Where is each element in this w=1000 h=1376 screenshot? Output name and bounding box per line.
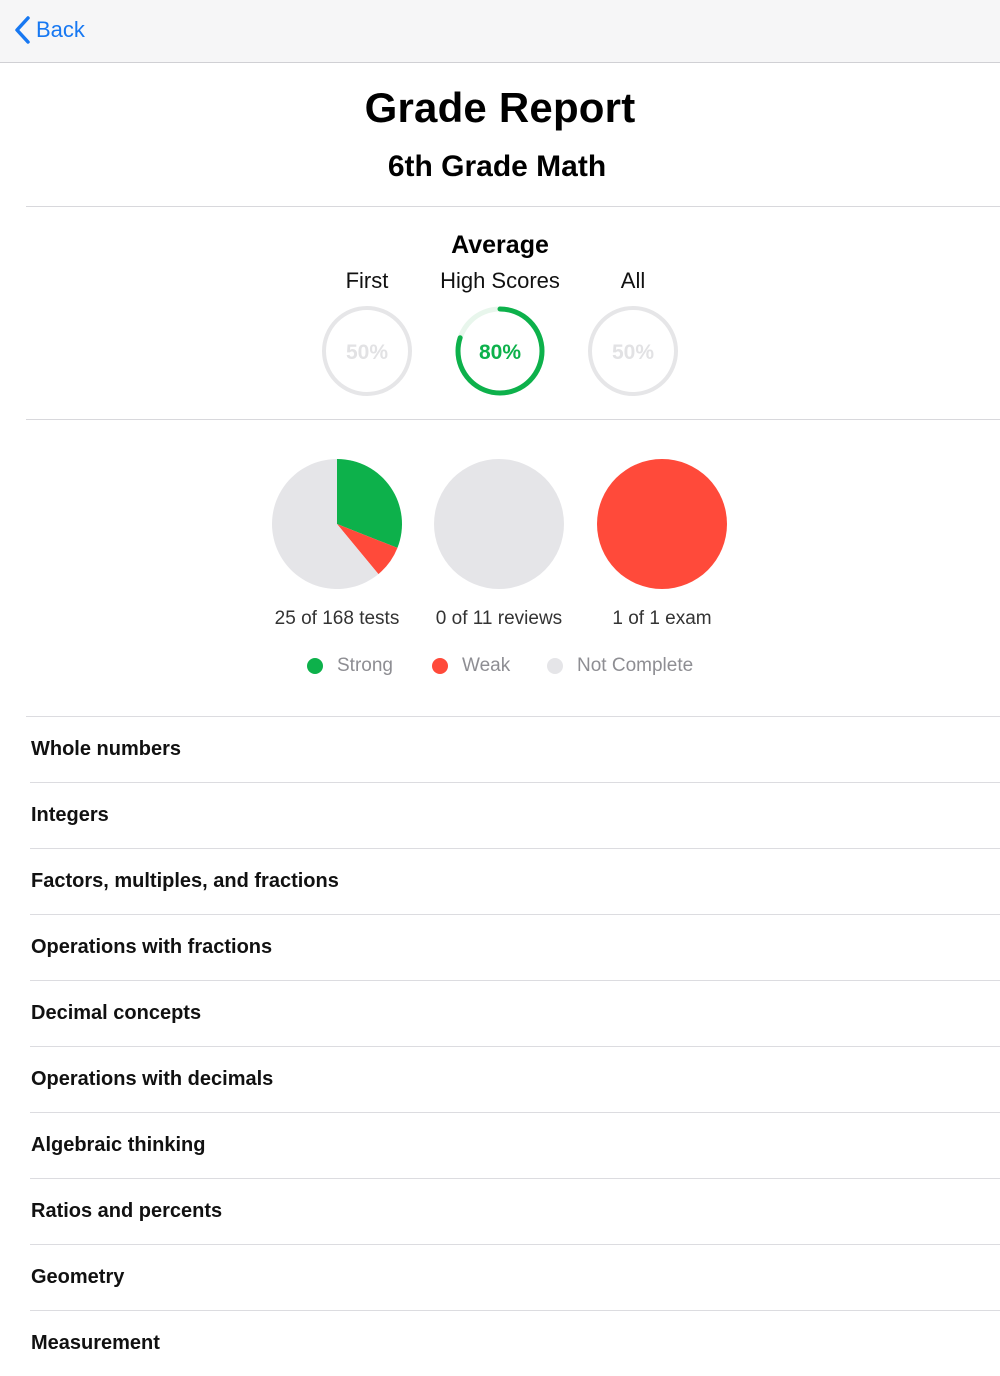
page-title: Grade Report xyxy=(364,84,636,131)
list-item-label: Ratios and percents xyxy=(31,1200,223,1222)
pie-caption-reviews: 0 of 11 reviews xyxy=(435,608,563,629)
topic-list: Whole numbers Integers Factors, multiple… xyxy=(0,716,1000,1376)
legend-strong: Strong xyxy=(307,654,393,678)
list-item[interactable]: Geometry xyxy=(30,1244,1000,1310)
ring-value: 50% xyxy=(346,341,388,364)
list-item-label: Factors, multiples, and fractions xyxy=(31,870,339,892)
pie-charts xyxy=(271,459,727,589)
ring-value: 80% xyxy=(479,341,521,364)
ring-value: 50% xyxy=(612,341,654,364)
list-item[interactable]: Ratios and percents xyxy=(30,1178,1000,1244)
list-item[interactable]: Whole numbers xyxy=(26,716,1000,782)
pie-slice-not-complete xyxy=(271,459,379,589)
average-heading: Average xyxy=(451,231,549,259)
chevron-left-icon xyxy=(15,16,30,44)
list-item-label: Measurement xyxy=(31,1332,160,1354)
page-subtitle: 6th Grade Math xyxy=(387,150,607,183)
average-all[interactable]: All 50% xyxy=(563,266,703,398)
ring-label: All xyxy=(620,268,646,293)
ring-label: High Scores xyxy=(440,268,560,293)
average-first[interactable]: First 50% xyxy=(297,266,437,398)
divider xyxy=(26,419,1000,420)
legend-label: Strong xyxy=(337,655,393,676)
ring-label: First xyxy=(345,268,389,293)
list-item[interactable]: Decimal concepts xyxy=(30,980,1000,1046)
pie-caption-exam: 1 of 1 exam xyxy=(612,608,712,629)
list-item-label: Operations with decimals xyxy=(31,1068,274,1090)
back-label: Back xyxy=(36,17,85,42)
list-item[interactable]: Operations with decimals xyxy=(30,1046,1000,1112)
divider xyxy=(26,206,1000,207)
back-button[interactable]: Back xyxy=(14,14,85,46)
legend-not-complete: Not Complete xyxy=(547,654,693,678)
list-item[interactable]: Algebraic thinking xyxy=(30,1112,1000,1178)
average-high-scores[interactable]: High Scores 80% xyxy=(430,266,570,398)
list-item[interactable]: Factors, multiples, and fractions xyxy=(30,848,1000,914)
list-item-label: Decimal concepts xyxy=(31,1002,202,1024)
legend-dot xyxy=(307,658,323,674)
legend-label: Weak xyxy=(462,655,511,676)
list-item-label: Geometry xyxy=(31,1266,125,1288)
list-item[interactable]: Measurement xyxy=(30,1310,1000,1376)
progress-ring: 50% xyxy=(322,306,412,396)
list-item-label: Integers xyxy=(31,804,109,826)
navigation-bar: Back xyxy=(0,0,1000,63)
legend-dot xyxy=(432,658,448,674)
list-item[interactable]: Operations with fractions xyxy=(30,914,1000,980)
progress-ring: 80% xyxy=(455,306,545,396)
legend-dot xyxy=(547,658,563,674)
pie-caption-tests: 25 of 168 tests xyxy=(274,608,400,629)
progress-arc xyxy=(455,306,545,396)
pie-slice-strong xyxy=(337,459,402,548)
pie-slice-not-complete xyxy=(434,459,564,589)
list-item[interactable]: Integers xyxy=(30,782,1000,848)
progress-ring: 50% xyxy=(588,306,678,396)
pie-slice-weak xyxy=(337,524,398,575)
list-item-label: Algebraic thinking xyxy=(31,1134,206,1156)
list-item-label: Operations with fractions xyxy=(31,936,273,958)
legend-label: Not Complete xyxy=(577,655,694,676)
pie-slice-weak xyxy=(597,459,727,589)
legend-weak: Weak xyxy=(432,654,510,678)
list-item-label: Whole numbers xyxy=(31,738,182,760)
